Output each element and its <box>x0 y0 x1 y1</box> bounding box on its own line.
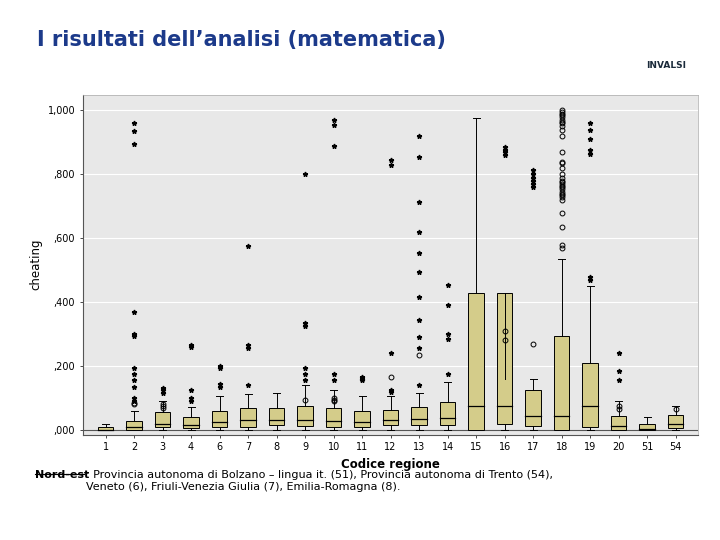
Bar <box>155 413 171 427</box>
Bar <box>184 417 199 428</box>
Bar <box>526 390 541 426</box>
Text: Nord-est: Nord-est <box>35 470 90 481</box>
Bar <box>354 411 370 427</box>
Text: I risultati dell’analisi (matematica): I risultati dell’analisi (matematica) <box>37 30 446 50</box>
Bar <box>440 402 456 425</box>
Text: : Provincia autonoma di Bolzano – lingua it. (51), Provincia autonoma di Trento : : Provincia autonoma di Bolzano – lingua… <box>86 470 553 492</box>
Text: INVALSI: INVALSI <box>646 60 686 70</box>
Y-axis label: cheating: cheating <box>29 239 42 291</box>
Bar <box>240 408 256 427</box>
Bar <box>468 293 484 430</box>
Bar <box>554 336 570 430</box>
Bar <box>383 410 398 425</box>
Bar <box>639 424 655 430</box>
Bar <box>325 408 341 427</box>
Bar <box>411 407 427 425</box>
Bar <box>212 411 228 427</box>
Bar <box>582 363 598 427</box>
Bar <box>269 408 284 425</box>
Bar <box>297 406 313 426</box>
Bar <box>611 416 626 430</box>
Polygon shape <box>624 9 697 53</box>
Bar <box>667 415 683 428</box>
Bar <box>497 293 513 424</box>
X-axis label: Codice regione: Codice regione <box>341 458 440 471</box>
Bar <box>98 427 114 430</box>
Bar <box>126 421 142 430</box>
